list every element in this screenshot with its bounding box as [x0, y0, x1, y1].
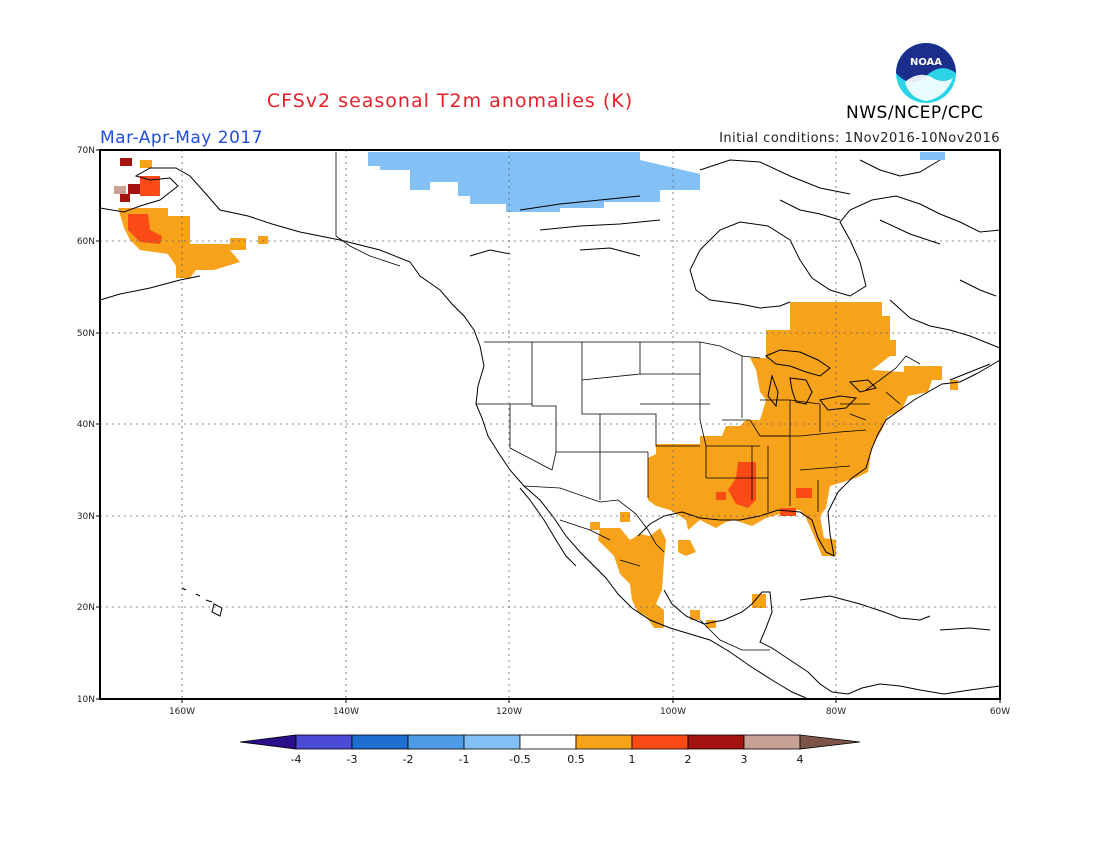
colorbar-end-low — [239, 734, 297, 750]
hot-anomaly-region — [128, 176, 812, 516]
gridlines — [100, 150, 1000, 699]
colorbar-label: -3 — [347, 753, 358, 766]
colorbar-swatch — [743, 734, 801, 750]
lon-label: 60W — [990, 707, 1010, 717]
lon-label: 160W — [169, 707, 195, 717]
lon-label: 140W — [333, 707, 359, 717]
political-boundaries — [335, 152, 921, 651]
initial-conditions: Initial conditions: 1Nov2016-10Nov2016 — [719, 131, 1000, 146]
lat-label: 60N — [77, 237, 95, 247]
noaa-logo-icon: NOAA — [896, 43, 956, 103]
season-label: Mar-Apr-May 2017 — [100, 128, 264, 148]
colorbar-label: 1 — [629, 753, 636, 766]
lon-label: 80W — [826, 707, 846, 717]
colorbar-swatch — [687, 734, 745, 750]
cool-anomaly-region — [368, 152, 945, 212]
colorbar-label: 0.5 — [567, 753, 585, 766]
colorbar-swatch — [463, 734, 521, 750]
colorbar-swatch — [295, 734, 353, 750]
lat-label: 70N — [77, 146, 95, 156]
very-hot-anomaly-region — [120, 158, 140, 202]
lon-label: 120W — [496, 707, 522, 717]
colorbar-label: -2 — [403, 753, 414, 766]
colorbar-label: 2 — [685, 753, 692, 766]
colorbar-label: -4 — [291, 753, 302, 766]
lat-label: 10N — [77, 695, 95, 705]
logo-text: NOAA — [910, 57, 942, 68]
coastlines — [99, 159, 1001, 699]
colorbar-swatch — [519, 734, 577, 750]
colorbar-label: -1 — [459, 753, 470, 766]
extreme-anomaly-region — [114, 186, 126, 194]
colorbar-swatch — [351, 734, 409, 750]
org-label: NWS/NCEP/CPC — [846, 103, 984, 123]
colorbar-swatch — [407, 734, 465, 750]
colorbar-label: -0.5 — [509, 753, 530, 766]
page-title: CFSv2 seasonal T2m anomalies (K) — [266, 90, 634, 112]
lat-label: 30N — [77, 512, 95, 522]
colorbar-swatch — [631, 734, 689, 750]
lat-label: 50N — [77, 329, 95, 339]
lat-label: 20N — [77, 603, 95, 613]
colorbar — [239, 734, 861, 750]
colorbar-label: 3 — [741, 753, 748, 766]
colorbar-label: 4 — [797, 753, 804, 766]
lon-label: 100W — [660, 707, 686, 717]
colorbar-swatch — [575, 734, 633, 750]
colorbar-end-high — [799, 734, 861, 750]
lat-label: 40N — [77, 420, 95, 430]
